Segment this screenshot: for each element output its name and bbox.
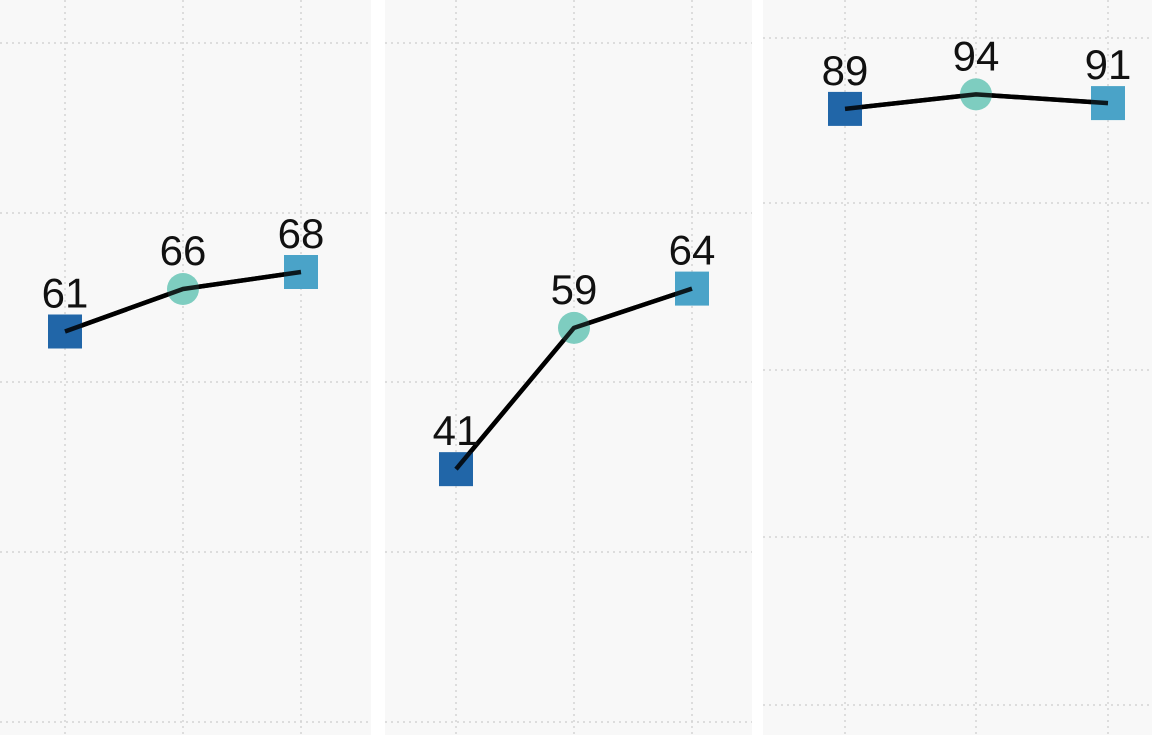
series-line-overlay	[844, 92, 1109, 112]
data-label-3: 91	[1085, 41, 1132, 88]
series-line-overlay	[64, 269, 302, 334]
data-label-2: 59	[551, 266, 598, 313]
data-label-1: 41	[433, 407, 480, 454]
panel-background	[763, 0, 1152, 735]
data-label-1: 89	[822, 47, 869, 94]
data-label-3: 64	[669, 227, 716, 274]
data-label-2: 94	[953, 32, 1000, 79]
data-label-2: 66	[160, 227, 207, 274]
chart-panel-2: 41 59 64	[385, 0, 752, 735]
data-label-3: 68	[278, 210, 325, 257]
chart-panel-3: 89 94 91	[763, 0, 1152, 735]
series-line-overlay	[454, 286, 693, 471]
data-label-1: 61	[42, 270, 89, 317]
panel-background	[0, 0, 371, 735]
panel-background	[385, 0, 752, 735]
chart-panel-1: 61 66 68	[0, 0, 371, 735]
